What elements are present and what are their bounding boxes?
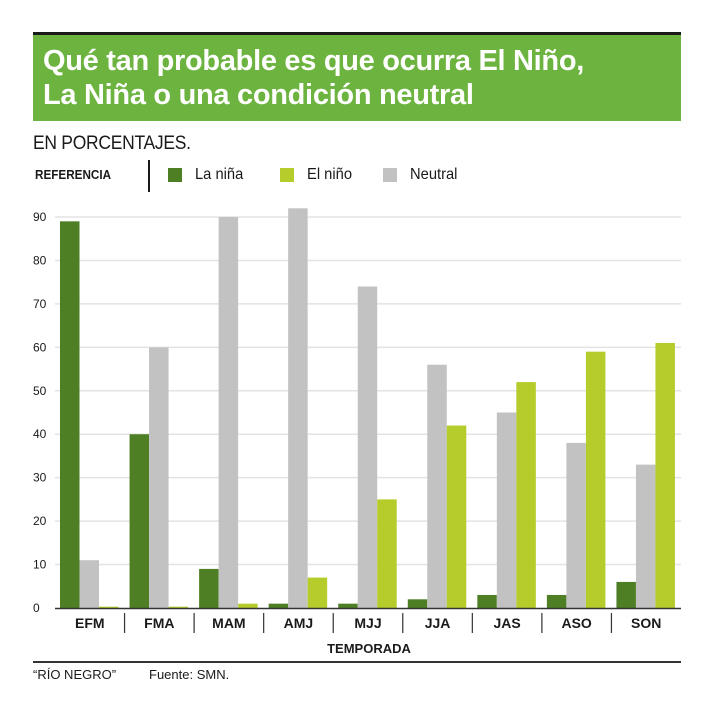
top-rule [33, 32, 681, 35]
bar-son-el-nino [655, 342, 675, 608]
bar-mjj-la-nina [338, 603, 358, 608]
bar-aso-la-nina [546, 594, 567, 608]
bar-jas-el-nino [516, 382, 536, 608]
footer-credit: “RÍO NEGRO” [33, 667, 117, 682]
bars [60, 208, 675, 609]
legend-swatch-la-nina [168, 168, 182, 182]
legend-swatch-neutral [383, 168, 397, 182]
bar-amj-el-nino [307, 577, 328, 608]
bar-fma-el-nino [168, 606, 189, 608]
y-tick-label-80: 80 [33, 253, 47, 267]
bar-amj-la-nina [268, 603, 289, 608]
y-tick-label-40: 40 [33, 427, 47, 441]
y-tick-label-0: 0 [33, 601, 40, 615]
y-tick-label-50: 50 [33, 384, 47, 398]
x-tick-label-fma: FMA [144, 615, 174, 631]
y-axis-ticks: 0 10 20 30 40 50 60 70 80 90 [33, 210, 47, 615]
legend-swatch-el-nino [280, 168, 294, 182]
bar-mjj-el-nino [377, 499, 397, 608]
y-tick-label-60: 60 [33, 340, 47, 354]
y-tick-label-10: 10 [33, 558, 47, 572]
chart-subtitle: EN PORCENTAJES. [33, 133, 191, 154]
bar-aso-neutral [566, 442, 586, 608]
legend-label-el-nino: El niño [307, 166, 353, 183]
y-tick-label-20: 20 [33, 514, 47, 528]
legend-title: REFERENCIA [35, 167, 112, 182]
bar-jas-neutral [496, 412, 517, 608]
bar-mam-el-nino [238, 603, 258, 608]
chart-title: Qué tan probable es que ocurra El Niño, … [43, 44, 683, 112]
bar-son-la-nina [616, 581, 636, 608]
x-tick-label-amj: AMJ [284, 615, 314, 631]
legend-divider [148, 160, 150, 192]
x-tick-label-mam: MAM [212, 615, 245, 631]
x-tick-label-jja: JJA [425, 615, 451, 631]
legend-label-la-nina: La niña [195, 166, 244, 183]
bar-aso-el-nino [585, 351, 606, 608]
chart-title-line-2: La Niña o una condición neutral [43, 79, 474, 111]
bar-efm-la-nina [60, 221, 80, 608]
x-axis: EFM FMA MAM AMJ MJJ JJA JAS ASO SON [55, 607, 681, 633]
chart-title-line-1: Qué tan probable es que ocurra El Niño, [43, 45, 585, 77]
bar-jja-el-nino [446, 425, 467, 608]
y-tick-label-90: 90 [33, 210, 47, 224]
bar-efm-neutral [79, 560, 99, 608]
x-tick-label-efm: EFM [75, 615, 105, 631]
x-axis-label: TEMPORADA [327, 641, 411, 656]
x-tick-label-aso: ASO [561, 615, 591, 631]
bar-fma-neutral [149, 347, 169, 608]
bar-mam-la-nina [199, 568, 219, 608]
legend: REFERENCIA La niña El niño Neutral [33, 160, 533, 192]
bar-son-neutral [635, 464, 656, 608]
y-tick-label-70: 70 [33, 297, 47, 311]
bar-amj-neutral [288, 208, 308, 609]
bar-jja-neutral [427, 364, 447, 608]
bar-mjj-neutral [357, 286, 378, 608]
footer-rule [33, 661, 681, 663]
bar-jas-la-nina [477, 594, 497, 608]
footer-source: Fuente: SMN. [149, 667, 230, 682]
x-tick-label-mjj: MJJ [354, 615, 381, 631]
x-tick-label-son: SON [631, 615, 661, 631]
legend-label-neutral: Neutral [410, 166, 458, 183]
x-tick-label-jas: JAS [493, 615, 520, 631]
bar-mam-neutral [218, 217, 239, 608]
bar-fma-la-nina [129, 434, 150, 608]
bar-efm-el-nino [99, 606, 119, 608]
y-tick-label-30: 30 [33, 471, 47, 485]
title-banner: Qué tan probable es que ocurra El Niño, … [33, 35, 681, 121]
bar-jja-la-nina [407, 599, 428, 608]
